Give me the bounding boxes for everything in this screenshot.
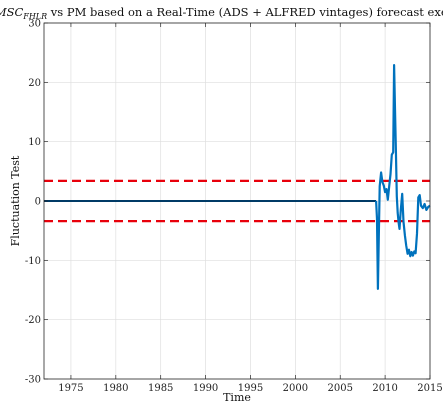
y-tick-label: 30 <box>28 19 41 30</box>
x-tick-label: 1980 <box>103 383 128 394</box>
title-subscript: FHLR <box>22 12 47 21</box>
series-line <box>375 63 431 290</box>
x-tick-label: 1995 <box>238 383 263 394</box>
y-tick-label: -10 <box>25 256 41 267</box>
y-tick-label: 0 <box>35 197 41 208</box>
x-axis-label: Time <box>223 391 251 404</box>
y-tick-label: -20 <box>25 315 41 326</box>
y-tick-label: 20 <box>28 78 41 89</box>
x-tick-label: 2000 <box>283 383 308 394</box>
title-main: MSC <box>0 5 23 19</box>
y-axis-label: Fluctuation Test <box>9 155 22 246</box>
x-tick-label: 1985 <box>148 383 173 394</box>
reference-lines <box>44 179 430 223</box>
ticks: 1975 1980 1985 1990 1995 2000 2005 2010 2015-30-… <box>25 19 443 395</box>
x-tick-label: 1990 <box>193 383 218 394</box>
x-tick-label: 2015 <box>417 383 442 394</box>
y-tick-label: 10 <box>28 137 41 148</box>
x-tick-label: 1975 <box>58 383 83 394</box>
title-rest: vs PM based on a Real-Time (ADS + ALFRED… <box>47 5 443 19</box>
y-tick-label: -30 <box>25 375 41 386</box>
x-tick-label: 2010 <box>372 383 397 394</box>
chart-title: MSCFHLR vs PM based on a Real-Time (ADS … <box>0 5 443 21</box>
series-layer <box>375 63 431 290</box>
x-tick-label: 2005 <box>328 383 353 394</box>
